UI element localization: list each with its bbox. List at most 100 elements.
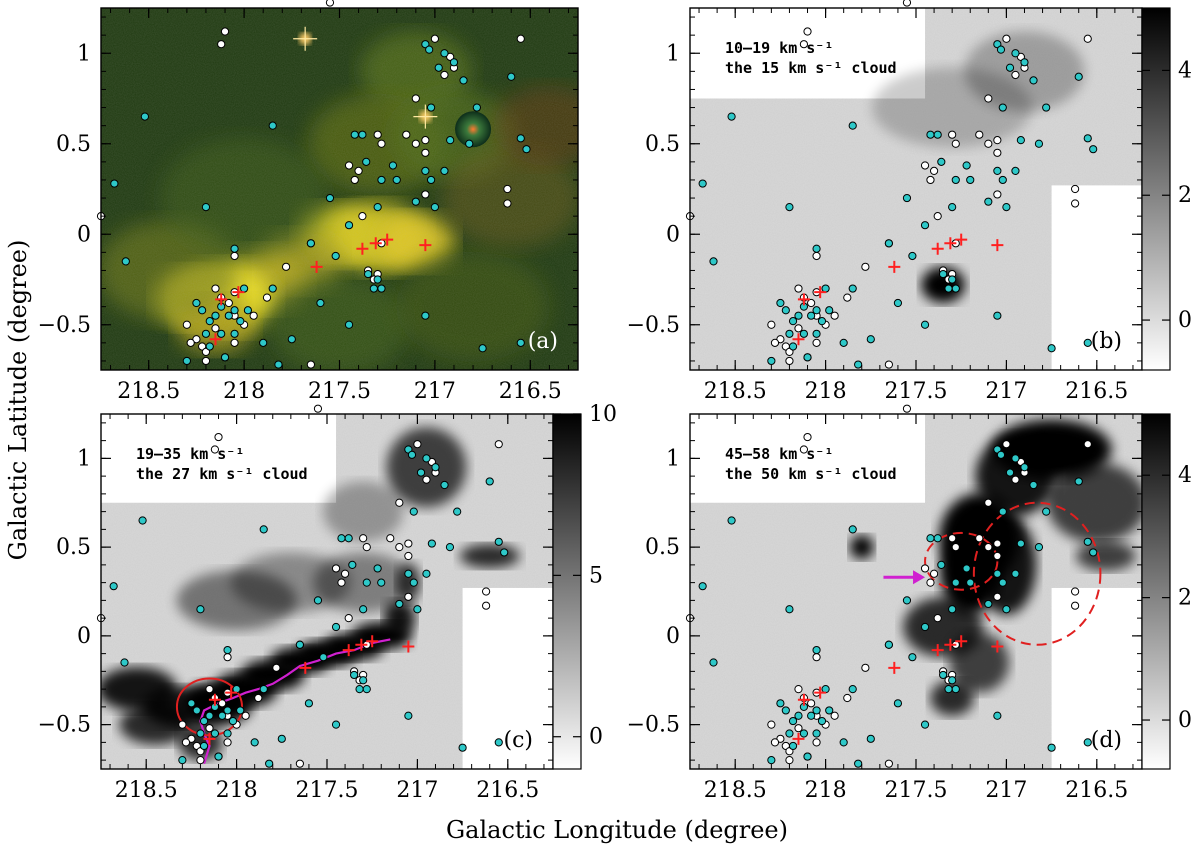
cyan-source-marker	[884, 239, 893, 248]
white-source-marker	[395, 543, 404, 552]
cyan-source-marker	[453, 507, 462, 516]
cyan-source-marker	[781, 306, 790, 315]
white-source-marker	[926, 175, 935, 185]
x-tick-label: 217	[985, 778, 1027, 803]
white-source-marker	[812, 338, 821, 347]
cyan-source-marker	[427, 539, 436, 548]
white-source-marker	[1083, 34, 1092, 43]
emission-clump	[930, 680, 975, 716]
cross-marker	[797, 693, 810, 706]
cyan-source-marker	[848, 525, 857, 534]
white-source-marker	[192, 335, 201, 344]
white-source-marker	[993, 136, 1002, 145]
cyan-source-marker	[948, 275, 957, 284]
cyan-source-marker	[908, 251, 917, 261]
cyan-source-marker	[993, 711, 1002, 720]
cyan-source-marker	[416, 468, 426, 477]
cyan-source-marker	[388, 161, 398, 170]
cross-marker	[955, 233, 968, 246]
cyan-source-marker	[478, 344, 487, 353]
cyan-source-marker	[236, 706, 245, 715]
white-source-marker	[482, 587, 491, 596]
panel-c-image	[101, 414, 553, 769]
cross-marker	[356, 242, 369, 255]
cyan-source-marker	[866, 734, 875, 743]
y-axis: −0.5 0 0.5 1	[627, 422, 1142, 761]
cyan-source-marker	[516, 134, 525, 143]
cyan-source-marker	[1074, 477, 1083, 486]
cyan-source-marker	[1029, 480, 1038, 490]
cyan-source-marker	[794, 311, 803, 320]
cyan-source-marker	[933, 534, 942, 543]
cyan-source-marker	[939, 670, 948, 680]
cyan-source-marker	[937, 157, 946, 166]
white-source-marker	[794, 685, 803, 694]
panel-a: 218.5 218 217.5 217 216.5 −0.5 0 0.5 1 (a)	[38, 0, 579, 404]
white-source-marker	[1011, 475, 1020, 484]
cyan-source-marker	[223, 729, 232, 738]
cyan-source-marker	[422, 454, 431, 463]
cyan-source-marker	[848, 685, 857, 694]
white-source-marker	[230, 338, 239, 347]
cyan-source-marker	[788, 741, 798, 751]
white-source-marker	[1083, 440, 1092, 449]
cross-marker	[991, 640, 1004, 653]
cross-marker	[402, 640, 415, 653]
white-source-marker	[830, 711, 839, 720]
cyan-source-marker	[359, 676, 368, 685]
cyan-source-marker	[287, 335, 296, 344]
cyan-source-marker	[359, 605, 368, 614]
cyan-source-marker	[313, 596, 323, 605]
cyan-source-marker	[785, 605, 794, 614]
white-source-marker	[803, 432, 812, 442]
cyan-source-marker	[236, 317, 245, 326]
cyan-source-marker	[926, 130, 935, 139]
cyan-source-marker	[993, 311, 1002, 320]
cross-marker	[366, 635, 379, 648]
cyan-source-marker	[192, 706, 201, 715]
white-source-marker	[799, 40, 809, 49]
cyan-source-marker	[767, 756, 776, 765]
cyan-source-marker	[426, 175, 436, 185]
cyan-source-marker	[998, 103, 1007, 112]
cyan-source-marker	[698, 582, 707, 591]
cyan-source-marker	[196, 729, 205, 738]
white-source-marker	[1071, 184, 1080, 194]
cyan-source-marker	[1083, 537, 1092, 546]
cyan-source-marker	[404, 711, 413, 720]
white-source-marker	[799, 445, 809, 454]
cyan-source-marker	[939, 269, 948, 279]
white-source-marker	[830, 311, 839, 320]
cyan-source-marker	[407, 450, 417, 459]
cyan-source-marker	[214, 752, 223, 761]
cyan-source-marker	[220, 353, 230, 362]
emission-clump	[849, 535, 874, 560]
white-source-marker	[933, 212, 942, 221]
y-axis: −0.5 0 0.5 1	[627, 16, 1142, 362]
y-tick-label: 0	[666, 624, 680, 649]
cyan-source-marker	[140, 112, 149, 121]
white-source-marker	[220, 27, 230, 36]
cyan-source-marker	[421, 166, 430, 175]
white-source-marker	[1002, 440, 1011, 449]
cross-marker	[944, 237, 957, 250]
cross-marker	[931, 242, 944, 255]
colorbar: 0 2 4	[1141, 7, 1192, 371]
white-source-marker	[331, 564, 341, 573]
cyan-source-marker	[392, 175, 401, 185]
cross-marker	[208, 693, 221, 706]
white-source-marker	[281, 262, 291, 271]
x-tick-label: 218	[805, 379, 847, 404]
cyan-source-marker	[522, 145, 531, 154]
cyan-source-marker	[110, 179, 119, 188]
cyan-source-marker	[268, 284, 277, 293]
cyan-source-marker	[884, 640, 893, 649]
y-tick-label: −0.5	[38, 713, 91, 738]
white-source-marker	[446, 52, 455, 61]
cyan-source-marker	[944, 284, 953, 293]
white-source-marker	[249, 311, 258, 320]
white-source-marker	[794, 284, 803, 293]
white-source-marker	[404, 539, 413, 548]
cyan-source-marker	[201, 329, 211, 338]
cyan-source-marker	[449, 58, 459, 67]
